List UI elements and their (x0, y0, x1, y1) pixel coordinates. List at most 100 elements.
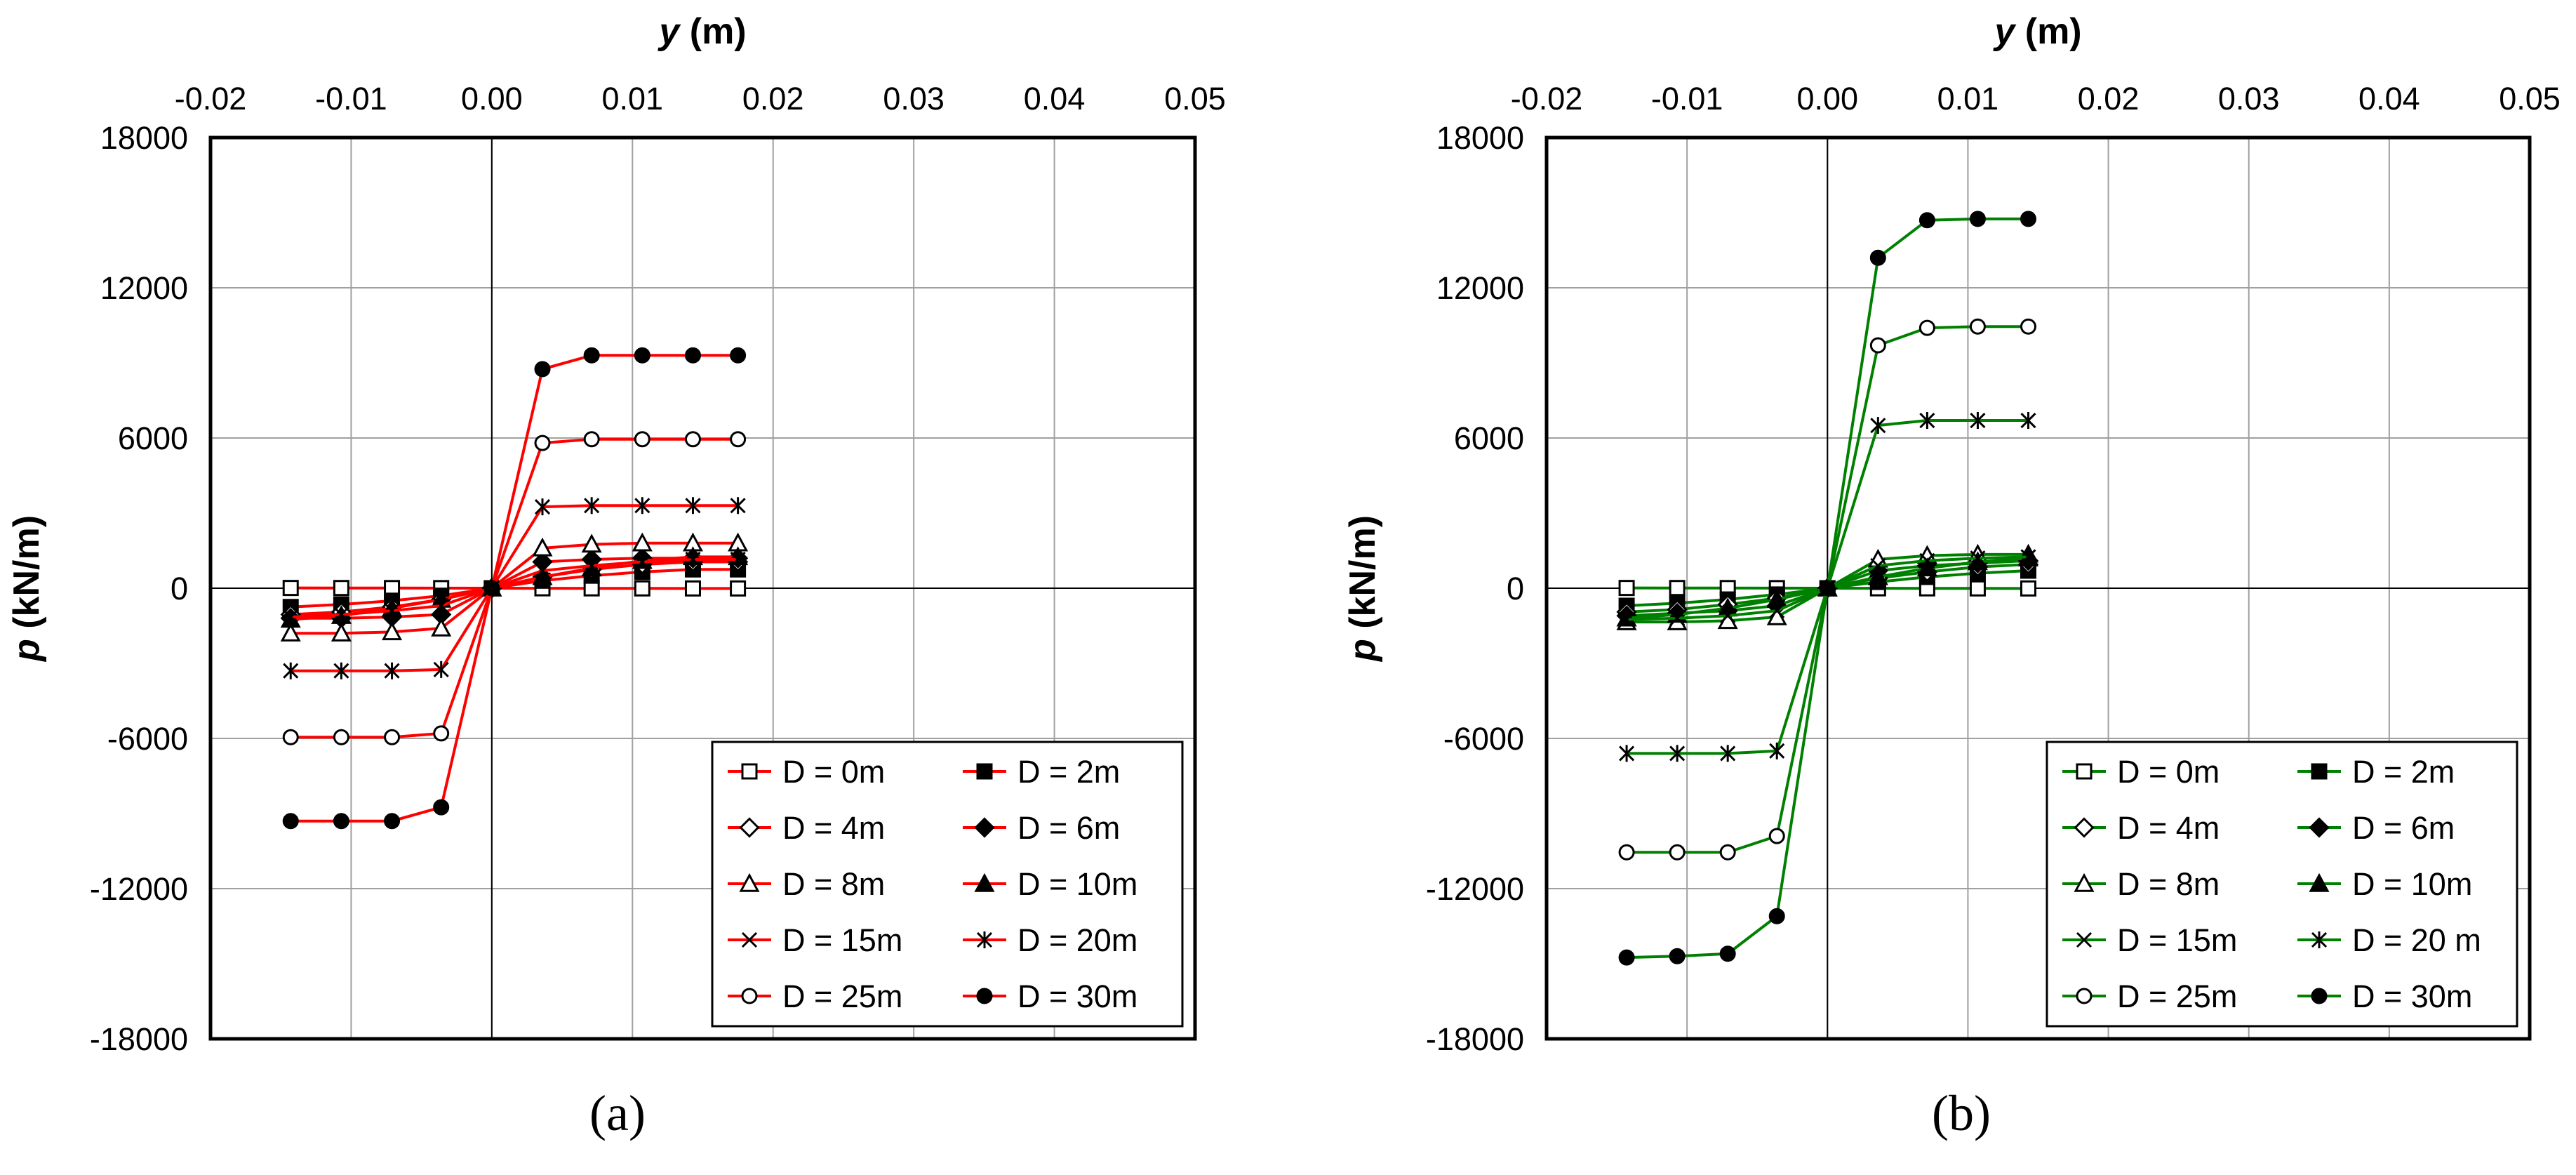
data-point (483, 580, 500, 597)
legend-entry: D = 25m (2062, 978, 2237, 1014)
legend-entry: D = 8m (2062, 866, 2220, 902)
legend-label: D = 25m (2117, 978, 2237, 1014)
data-point (1918, 212, 1935, 229)
data-point (1819, 580, 1836, 597)
y-axis-space (6, 629, 47, 639)
series-line (291, 437, 738, 739)
data-point (685, 497, 701, 515)
x-axis-unit: (m) (2025, 11, 2082, 52)
y-tick-label: 0 (1507, 571, 1524, 606)
legend-entry: D = 25m (728, 978, 902, 1014)
y-tick-label: -12000 (1426, 871, 1524, 907)
data-point (584, 557, 600, 573)
chart-panel-b: -0.02 -0.01 0.00 0.01 0.02 0.03 0.04 0.05 18000 1… (1342, 11, 2561, 1141)
data-point (1768, 828, 1785, 844)
y-axis-unit: (kN/m) (6, 515, 47, 629)
x-axis-title: y (m) (1992, 11, 2081, 52)
legend-label: D = 10m (2352, 866, 2472, 902)
x-axis-variable: y (657, 11, 681, 52)
data-point (2020, 412, 2036, 430)
y-tick-label: -12000 (90, 871, 188, 907)
data-point (1969, 318, 1986, 335)
data-point (333, 606, 349, 623)
data-point (433, 725, 450, 742)
y-tick-label: -6000 (107, 721, 188, 757)
data-point (534, 498, 551, 516)
legend-entry: D = 15m (2062, 922, 2237, 958)
legend-entry: D = 30m (963, 978, 1137, 1014)
data-point (1669, 745, 1686, 762)
data-point (1870, 417, 1886, 434)
x-axis-variable: y (1992, 11, 2017, 52)
data-point (1669, 844, 1686, 861)
legend-marker (741, 763, 758, 780)
data-point (730, 497, 746, 515)
data-point (2020, 211, 2036, 227)
legend-label: D = 15m (782, 922, 902, 958)
data-point (581, 533, 602, 553)
data-point (1719, 945, 1736, 962)
data-point (282, 580, 299, 597)
x-tick-label: -0.02 (175, 81, 247, 117)
data-point (1616, 607, 1637, 627)
y-tick-label: 6000 (118, 420, 188, 456)
series-line (291, 586, 738, 590)
legend-entry: D = 20m (963, 922, 1137, 958)
data-point (1768, 908, 1785, 924)
data-point (1969, 211, 1986, 227)
data-point (730, 580, 747, 597)
data-point (534, 434, 551, 451)
chart-panel-a: -0.02 -0.01 0.00 0.01 0.02 0.03 0.04 0.05 18000 1… (6, 11, 1226, 1141)
data-point (282, 813, 299, 830)
data-point (1867, 566, 1888, 585)
data-point (634, 580, 650, 597)
data-point (384, 813, 401, 830)
data-point (1618, 580, 1635, 597)
legend-label: D = 25m (782, 978, 902, 1014)
data-point (2020, 549, 2036, 565)
data-point (384, 603, 400, 619)
series-line (291, 557, 738, 619)
data-point (581, 557, 602, 577)
data-point (730, 431, 747, 448)
legend-marker (2076, 763, 2093, 780)
x-tick-label: 0.01 (1937, 81, 1999, 117)
legend-marker (2074, 817, 2095, 838)
y-tick-label: -18000 (90, 1021, 188, 1057)
y-tick-label: 12000 (1436, 270, 1524, 306)
legend-label: D = 20m (1017, 922, 1137, 958)
legend-entry: D = 8m (728, 866, 885, 902)
legend-box (2046, 741, 2518, 1028)
data-point (1669, 580, 1686, 597)
data-point (634, 347, 650, 364)
legend-label: D = 4m (2117, 810, 2220, 846)
data-point (333, 729, 349, 745)
legend-entry: D = 10m (2297, 866, 2472, 902)
legend-marker (2309, 817, 2330, 838)
plot-frame (1544, 135, 2532, 1041)
legend-marker (2074, 872, 2095, 892)
y-axis-title: p (kN/m) (1342, 515, 1383, 663)
legend-marker (2076, 931, 2093, 948)
data-point (1720, 608, 1736, 624)
data-point (382, 621, 403, 641)
y-axis-space (1342, 629, 1383, 639)
y-tick-label: -6000 (1443, 721, 1524, 757)
legend-marker (974, 817, 995, 838)
series-d-30m (1618, 211, 2036, 966)
legend-entry: D = 4m (2062, 810, 2220, 846)
y-axis-title: p (kN/m) (6, 515, 47, 663)
legend-label: D = 4m (782, 810, 885, 846)
legend-marker (976, 763, 993, 780)
data-point (684, 580, 701, 597)
x-tick-label: 0.05 (1164, 81, 1226, 117)
legend-label: D = 15m (2117, 922, 2237, 958)
legend-marker (2076, 988, 2093, 1004)
legend-marker (741, 988, 758, 1004)
series-line (291, 568, 738, 609)
legend-marker (739, 817, 760, 838)
data-point (1869, 249, 1886, 266)
y-tick-label: 18000 (1436, 120, 1524, 156)
